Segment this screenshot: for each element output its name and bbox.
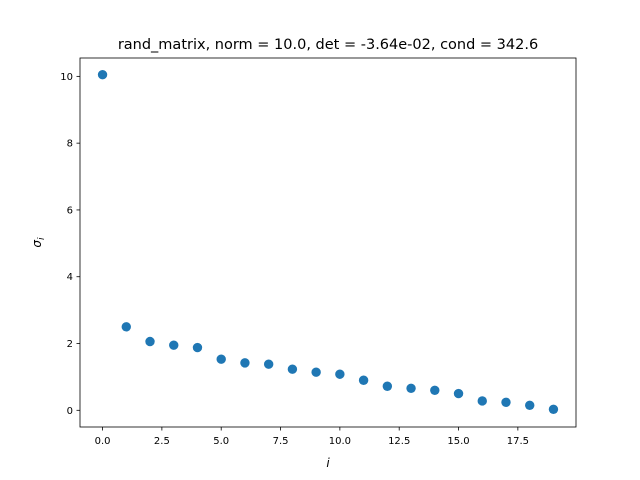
data-point xyxy=(430,385,440,395)
y-tick-label: 2 xyxy=(67,339,73,350)
data-point xyxy=(121,322,131,332)
y-tick-label: 0 xyxy=(67,406,73,417)
y-axis-label: σi xyxy=(30,237,47,248)
data-point xyxy=(501,397,511,407)
x-tick-label: 10.0 xyxy=(329,436,351,447)
data-points xyxy=(97,69,559,415)
data-point xyxy=(311,367,321,377)
x-tick-label: 15.0 xyxy=(447,436,469,447)
data-point xyxy=(548,404,559,415)
x-tick-label: 5.0 xyxy=(213,436,229,447)
chart-title: rand_matrix, norm = 10.0, det = -3.64e-0… xyxy=(118,37,538,53)
data-point xyxy=(216,354,226,364)
x-axis-ticks: 0.0 2.5 5.0 7.5 10.0 12.5 15.0 17.5 xyxy=(95,427,529,447)
data-point xyxy=(145,336,155,347)
x-tick-label: 7.5 xyxy=(273,436,289,447)
y-axis-label-symbol: σ xyxy=(30,240,44,248)
data-point xyxy=(192,342,203,353)
data-point xyxy=(169,340,179,350)
axes-frame xyxy=(79,57,577,428)
x-tick-label: 17.5 xyxy=(507,436,529,447)
data-point xyxy=(406,383,416,393)
plot-area xyxy=(79,57,577,428)
y-tick-label: 10 xyxy=(60,72,73,83)
data-point xyxy=(358,375,369,385)
data-point xyxy=(263,359,274,369)
data-point xyxy=(287,364,298,374)
y-tick-label: 6 xyxy=(67,205,73,216)
data-point xyxy=(477,396,487,406)
y-tick-label: 8 xyxy=(67,139,73,150)
data-point xyxy=(453,388,464,399)
data-point xyxy=(382,381,393,391)
data-point xyxy=(97,69,108,80)
y-axis-label-subscript: i xyxy=(37,237,47,240)
data-point xyxy=(240,358,250,368)
x-tick-label: 0.0 xyxy=(95,436,111,447)
y-tick-label: 4 xyxy=(67,272,73,283)
x-axis-label: i xyxy=(326,456,330,470)
data-point xyxy=(525,400,535,410)
y-axis-ticks: 0 2 4 6 8 10 xyxy=(60,72,80,417)
data-point xyxy=(335,369,345,379)
x-tick-label: 2.5 xyxy=(154,436,170,447)
x-tick-label: 12.5 xyxy=(388,436,410,447)
